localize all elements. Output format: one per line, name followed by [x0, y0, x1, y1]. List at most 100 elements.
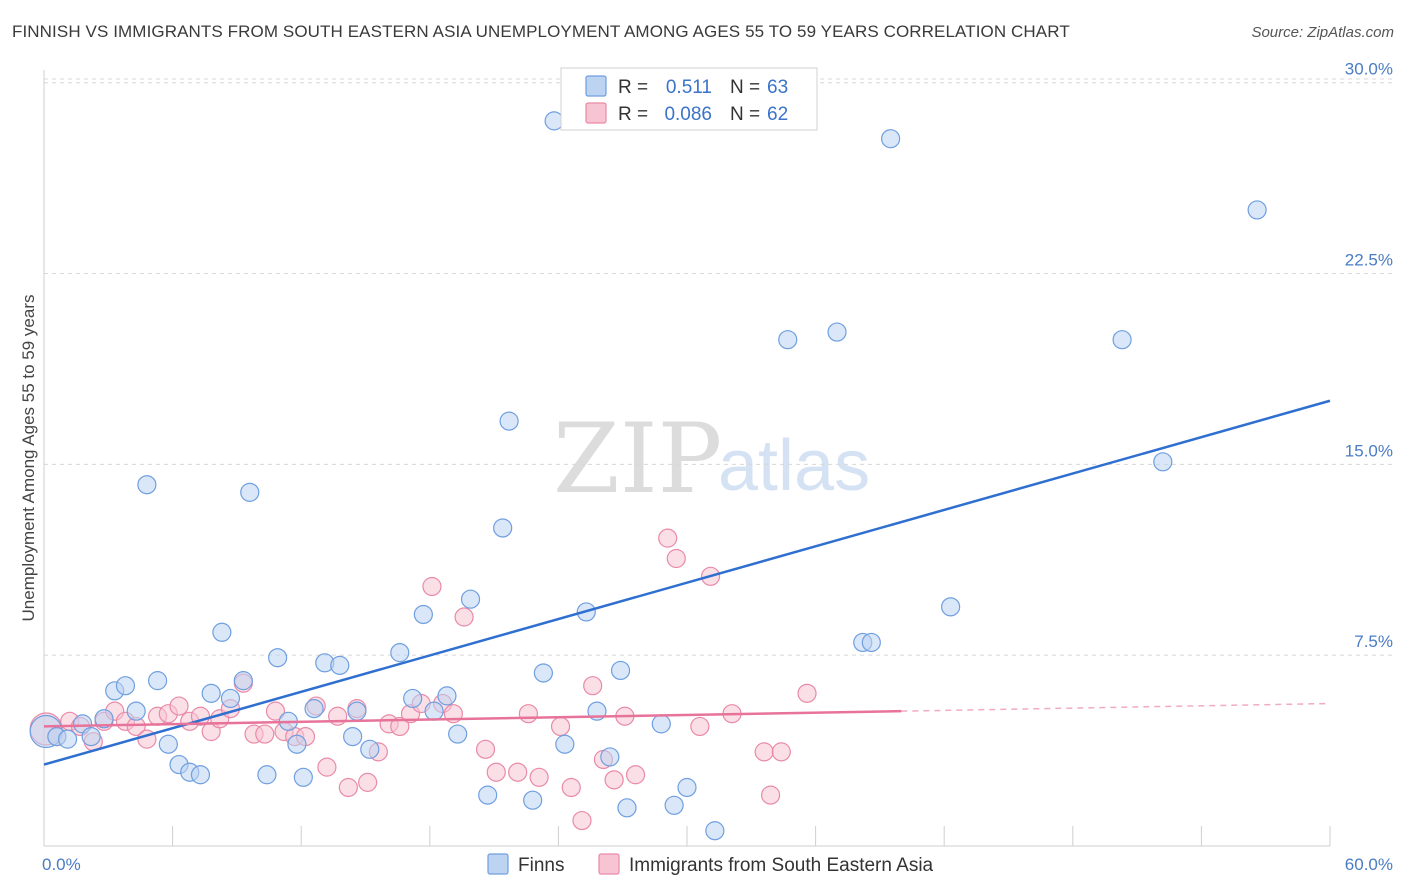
immigrants-points [29, 528, 817, 831]
immigrants-point [666, 548, 686, 569]
finns-point [293, 767, 313, 787]
finns-point [257, 765, 277, 785]
immigrants-trend-line [43, 709, 902, 728]
finns-point [778, 330, 798, 350]
finns-point [94, 709, 114, 729]
finns-point [651, 714, 671, 734]
immigrants-point [255, 724, 275, 744]
immigrants-point [760, 785, 781, 805]
immigrants-point [583, 676, 603, 696]
immigrants-n-label: N = [730, 104, 760, 125]
immigrants-r-label: R = [618, 104, 648, 125]
immigrants-n-value: 62 [767, 104, 788, 125]
finns-point [57, 729, 78, 749]
immigrants-series-label[interactable]: Immigrants from South Eastern Asia [629, 855, 934, 876]
immigrants-point [604, 770, 624, 790]
immigrants-point [169, 696, 189, 716]
chart-title: FINNISH VS IMMIGRANTS FROM SOUTH EASTERN… [12, 22, 1070, 41]
finns-series-swatch[interactable] [487, 853, 509, 875]
immigrants-point [550, 716, 571, 737]
finns-point [533, 663, 553, 683]
immigrants-point [358, 772, 378, 792]
immigrants-point [317, 757, 337, 777]
y-axis-tick-labels: 7.5% 15.0% 22.5% 30.0% [1345, 60, 1393, 651]
finns-point [523, 790, 543, 810]
finns-point [233, 671, 253, 691]
finns-point [941, 597, 961, 617]
finns-point [403, 688, 423, 709]
y-tick-label: 15.0% [1345, 441, 1393, 460]
immigrants-point [454, 607, 474, 627]
immigrants-series-swatch[interactable] [598, 853, 620, 875]
finns-point [201, 683, 221, 703]
y-axis-title: Unemployment Among Ages 55 to 59 years [19, 295, 38, 622]
finns-point [360, 739, 380, 759]
finns-point [861, 632, 881, 653]
finns-r-value: 0.511 [666, 77, 712, 98]
finns-point [268, 648, 288, 668]
series-legend: Finns Immigrants from South Eastern Asia [487, 853, 934, 876]
y-tick-label: 7.5% [1354, 632, 1393, 651]
finns-point [881, 129, 901, 149]
finns-point [555, 734, 575, 754]
immigrants-point [338, 777, 358, 798]
immigrants-point [658, 528, 678, 548]
finns-point [827, 322, 847, 342]
finns-point [126, 701, 146, 721]
finns-series-label[interactable]: Finns [518, 855, 564, 876]
finns-trend-line [43, 399, 1331, 766]
finns-point [390, 643, 410, 663]
finns-point [460, 589, 481, 609]
finns-point [705, 821, 725, 841]
finns-point [1112, 330, 1132, 350]
trend-lines [43, 399, 1331, 766]
finns-point [347, 701, 367, 721]
finns-point [115, 676, 136, 696]
source-attribution: Source: ZipAtlas.com [1251, 24, 1394, 41]
finns-point [158, 734, 178, 754]
immigrants-point [390, 716, 410, 737]
x-tick-label-max: 60.0% [1345, 855, 1393, 874]
finns-legend-swatch [585, 75, 607, 97]
immigrants-point [475, 739, 496, 759]
finns-n-label: N = [730, 77, 760, 98]
immigrants-point [572, 810, 592, 831]
finns-point [330, 655, 350, 675]
finns-points [29, 108, 1267, 841]
finns-point [212, 622, 232, 642]
finns-point [448, 724, 468, 744]
finns-point [437, 686, 457, 706]
finns-point [287, 734, 307, 754]
finns-point [493, 518, 513, 538]
gridlines [44, 78, 1392, 656]
immigrants-point [754, 742, 774, 762]
finns-point [499, 411, 519, 431]
finns-point [240, 482, 260, 502]
y-tick-label: 30.0% [1345, 60, 1393, 79]
finns-point [190, 765, 211, 785]
immigrants-legend-swatch [585, 102, 607, 124]
watermark-atlas: atlas [718, 426, 870, 506]
finns-point [600, 747, 620, 767]
finns-point [617, 798, 637, 818]
immigrants-trend-extension [901, 702, 1331, 712]
immigrants-point [690, 716, 710, 737]
finns-point [220, 688, 241, 709]
immigrants-point [771, 742, 791, 762]
immigrants-point [529, 767, 549, 787]
immigrants-point [265, 701, 286, 721]
stats-legend: R = 0.511 N = 63 R = 0.086 N = 62 [560, 67, 818, 131]
finns-point [413, 604, 433, 625]
finns-point [147, 671, 168, 691]
finns-point [544, 111, 564, 131]
finns-point [81, 726, 101, 747]
watermark-zip: ZIP [553, 403, 722, 515]
finns-point [478, 785, 498, 805]
x-tick-label-min: 0.0% [42, 855, 81, 874]
finns-point [610, 660, 631, 681]
finns-point [304, 699, 324, 719]
finns-point [1247, 200, 1267, 220]
finns-point [664, 795, 684, 815]
immigrants-point [486, 762, 506, 782]
